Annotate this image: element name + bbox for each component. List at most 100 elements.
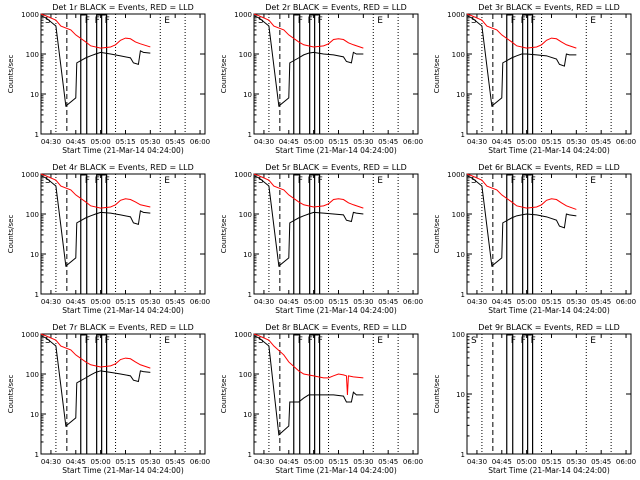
x-axis-label: Start Time (21-Mar-14 04:24:00) xyxy=(275,466,397,475)
y-tick-label: 100 xyxy=(26,371,39,379)
x-tick-label: 05:00 xyxy=(91,138,111,146)
y-axis-label: Counts/sec xyxy=(433,55,441,94)
x-axis-label: Start Time (21-Mar-14 04:24:00) xyxy=(488,466,610,475)
event-marker-label: F xyxy=(318,16,323,26)
chart-title: Det 7r BLACK = Events, RED = LLD xyxy=(52,323,194,332)
event-marker-label: F xyxy=(308,176,313,186)
x-tick-label: 05:15 xyxy=(115,458,135,466)
x-tick-label: 05:45 xyxy=(165,298,185,306)
y-axis-label: Counts/sec xyxy=(7,215,15,254)
plot-frame xyxy=(253,173,419,295)
event-marker-label: F xyxy=(85,336,90,346)
y-tick-label: 100 xyxy=(26,211,39,219)
event-marker-label: S xyxy=(45,336,51,346)
chart-panel-9: Det 9r BLACK = Events, RED = LLD 1 10 100 Co… xyxy=(433,323,636,475)
event-marker-label: F xyxy=(85,16,90,26)
x-tick-label: 05:30 xyxy=(140,458,160,466)
chart-title: Det 9r BLACK = Events, RED = LLD xyxy=(478,323,620,332)
event-marker-label: S xyxy=(258,16,264,26)
event-marker-label: S xyxy=(471,336,477,346)
x-axis-label: Start Time (21-Mar-14 04:24:00) xyxy=(275,146,397,155)
y-tick-label: 1000 xyxy=(21,331,39,339)
x-tick-label: 05:30 xyxy=(140,298,160,306)
event-marker-label: F xyxy=(521,176,526,186)
series-line-lld xyxy=(40,173,151,209)
y-tick-label: 10 xyxy=(30,411,39,419)
y-tick-label: 100 xyxy=(239,211,252,219)
series-line-events xyxy=(466,175,577,268)
x-tick-label: 05:45 xyxy=(378,298,398,306)
event-marker-label: E xyxy=(377,176,383,186)
x-tick-label: 04:45 xyxy=(492,298,512,306)
event-marker-label: E xyxy=(590,16,596,26)
x-tick-label: 04:30 xyxy=(467,458,487,466)
event-marker-label: S xyxy=(258,176,264,186)
y-tick-label: 1000 xyxy=(234,11,252,19)
x-tick-label: 06:00 xyxy=(190,298,210,306)
y-axis-label: Counts/sec xyxy=(220,375,228,414)
event-marker-label: E xyxy=(590,336,596,346)
event-marker-label: F xyxy=(511,176,516,186)
y-tick-label: 100 xyxy=(452,331,465,339)
event-marker-label: F xyxy=(511,336,516,346)
y-tick-label: 10 xyxy=(30,251,39,259)
plot-frame xyxy=(40,333,206,455)
series-line-lld xyxy=(40,333,151,369)
event-marker-label: F xyxy=(105,176,110,186)
event-marker-label: S xyxy=(471,16,477,26)
x-axis-label: Start Time (21-Mar-14 04:24:00) xyxy=(62,146,184,155)
y-tick-label: 10 xyxy=(30,91,39,99)
series-line-lld xyxy=(466,173,577,210)
y-tick-label: 1 xyxy=(248,291,252,299)
event-marker-label: F xyxy=(531,176,536,186)
event-marker-label: S xyxy=(45,176,51,186)
x-tick-label: 05:45 xyxy=(165,458,185,466)
chart-title: Det 4r BLACK = Events, RED = LLD xyxy=(52,163,194,172)
chart-panel-7: Det 7r BLACK = Events, RED = LLD 1 10 100 10… xyxy=(7,323,210,475)
x-tick-label: 05:45 xyxy=(591,298,611,306)
y-tick-label: 10 xyxy=(456,391,465,399)
y-axis-label: Counts/sec xyxy=(220,215,228,254)
y-tick-label: 100 xyxy=(239,371,252,379)
chart-panel-6: Det 6r BLACK = Events, RED = LLD 1 10 100 10… xyxy=(433,163,636,315)
event-marker-label: E xyxy=(377,16,383,26)
x-tick-label: 05:15 xyxy=(328,138,348,146)
x-tick-label: 04:45 xyxy=(66,458,86,466)
event-marker-label: F xyxy=(298,16,303,26)
y-tick-label: 100 xyxy=(452,51,465,59)
x-tick-label: 05:00 xyxy=(517,458,537,466)
event-marker-label: S xyxy=(258,336,264,346)
x-tick-label: 05:15 xyxy=(328,298,348,306)
x-tick-label: 05:00 xyxy=(517,138,537,146)
event-marker-label: E xyxy=(590,176,596,186)
event-marker-label: S xyxy=(471,176,477,186)
x-tick-label: 04:30 xyxy=(41,138,61,146)
x-tick-label: 04:30 xyxy=(41,458,61,466)
x-tick-label: 06:00 xyxy=(190,458,210,466)
x-tick-label: 04:45 xyxy=(66,138,86,146)
x-tick-label: 05:15 xyxy=(541,298,561,306)
series-line-lld xyxy=(40,13,151,49)
y-tick-label: 1 xyxy=(35,131,39,139)
y-tick-label: 1000 xyxy=(21,171,39,179)
series-line-events xyxy=(40,15,151,108)
y-tick-label: 1 xyxy=(461,291,465,299)
x-tick-label: 05:15 xyxy=(328,458,348,466)
x-tick-label: 06:00 xyxy=(190,138,210,146)
plot-frame xyxy=(466,13,632,135)
y-tick-label: 1 xyxy=(35,451,39,459)
event-marker-label: E xyxy=(164,176,170,186)
x-tick-label: 05:30 xyxy=(353,458,373,466)
y-tick-label: 1000 xyxy=(234,171,252,179)
x-tick-label: 05:00 xyxy=(91,298,111,306)
y-tick-label: 10 xyxy=(243,251,252,259)
x-tick-label: 05:45 xyxy=(378,138,398,146)
y-tick-label: 1 xyxy=(248,451,252,459)
x-tick-label: 04:30 xyxy=(254,298,274,306)
x-tick-label: 04:30 xyxy=(254,458,274,466)
plot-frame xyxy=(253,333,419,455)
series-line-lld xyxy=(466,13,577,49)
plot-frame xyxy=(40,173,206,295)
x-axis-label: Start Time (21-Mar-14 04:24:00) xyxy=(62,306,184,315)
x-tick-label: 04:45 xyxy=(279,138,299,146)
